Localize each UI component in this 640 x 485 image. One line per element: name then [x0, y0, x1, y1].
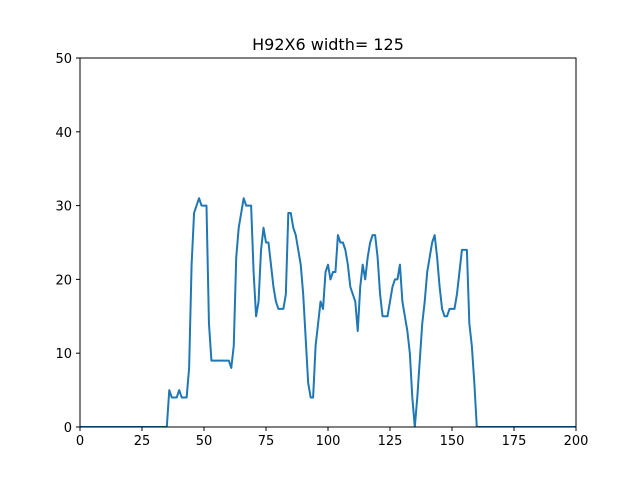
x-tick-label: 100: [316, 434, 341, 449]
series-line-0: [80, 197, 576, 427]
y-tick-label: 40: [55, 126, 72, 141]
x-tick-label: 0: [76, 434, 84, 449]
axes-frame: [79, 57, 577, 428]
y-tick-label: 10: [55, 347, 72, 362]
x-tick-label: 50: [196, 434, 213, 449]
x-tick-label: 25: [134, 434, 151, 449]
x-tick-label: 75: [258, 434, 275, 449]
y-tick-label: 50: [55, 52, 72, 67]
y-tick-label: 0: [64, 421, 72, 436]
x-tick-label: 175: [502, 434, 527, 449]
chart-title: H92X6 width= 125: [252, 35, 404, 54]
x-tick-label: 200: [564, 434, 589, 449]
x-tick-label: 125: [378, 434, 403, 449]
x-tick-label: 150: [440, 434, 465, 449]
y-tick-label: 20: [55, 273, 72, 288]
y-tick-label: 30: [55, 200, 72, 215]
